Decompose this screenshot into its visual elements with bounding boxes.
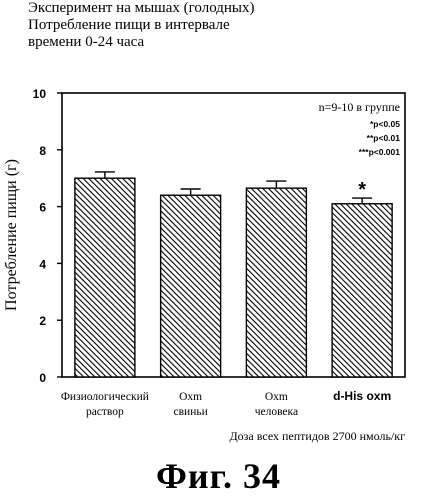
p-level-annotation: *p<0.05 [370, 119, 400, 129]
bar-1 [75, 178, 135, 377]
category-label: Физиологический [61, 391, 149, 403]
x-axis-label: Доза всех пептидов 2700 нмоль/кг [230, 429, 406, 443]
y-tick-label: 4 [39, 257, 46, 271]
figure-caption: Фиг. 34 [0, 455, 437, 497]
n-annotation: n=9-10 в группе [319, 100, 400, 114]
category-label: раствор [86, 406, 124, 418]
p-level-annotation: **p<0.01 [367, 133, 401, 143]
y-tick-label: 8 [39, 144, 46, 158]
y-tick-label: 0 [39, 371, 46, 385]
y-tick-label: 6 [39, 201, 46, 215]
y-axis-label: Потребление пищи (г) [3, 159, 20, 311]
category-label: d-His oxm [333, 389, 391, 403]
category-label: свиньи [174, 406, 208, 418]
y-tick-label: 2 [39, 314, 46, 328]
bar-chart: 0 2 4 6 8 10 Потребление пищи (г) Физиологическ… [0, 0, 437, 455]
bar-3 [246, 188, 306, 377]
category-label: Oxm [265, 391, 288, 403]
significance-mark: * [358, 179, 366, 201]
category-label: Oxm [179, 391, 202, 403]
category-label: человека [255, 406, 298, 418]
y-tick-label: 10 [33, 87, 47, 101]
bar-2 [161, 195, 221, 377]
bar-4 [332, 204, 392, 377]
p-level-annotation: ***p<0.001 [359, 147, 401, 157]
